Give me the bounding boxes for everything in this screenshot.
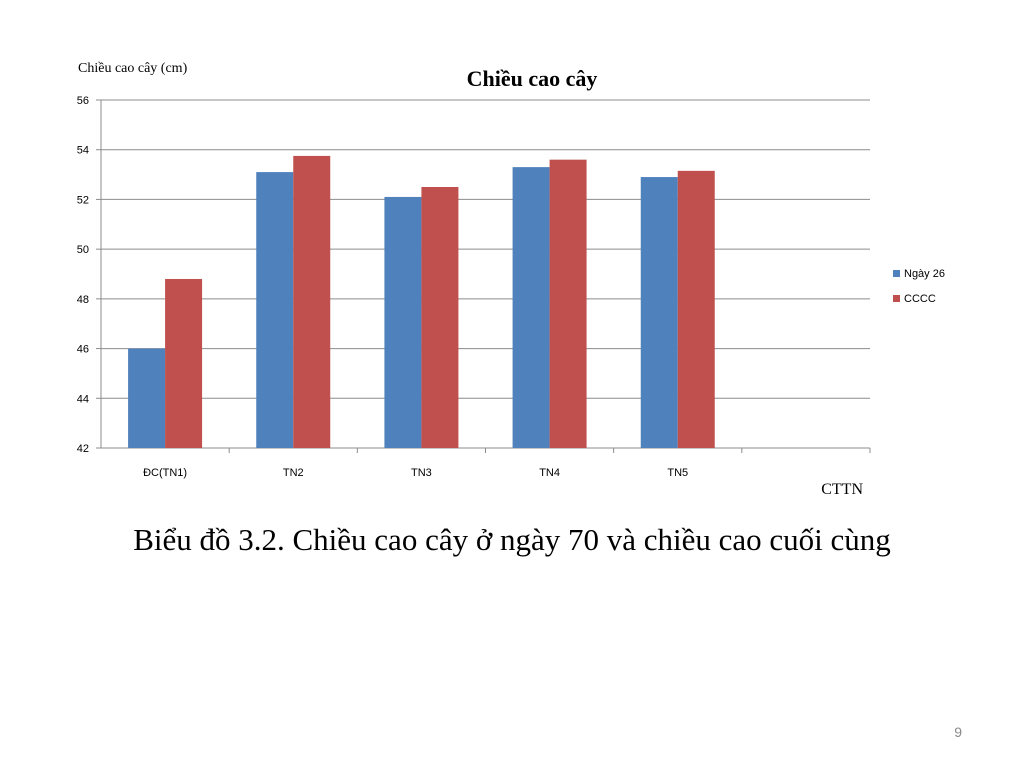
bar-series-1 bbox=[384, 196, 422, 448]
x-axis-title: CTTN bbox=[821, 481, 863, 498]
chart-title: Chiều cao cây bbox=[467, 66, 598, 91]
bar-series-2 bbox=[165, 278, 203, 448]
bar-series-2 bbox=[421, 187, 459, 448]
bar-series-2 bbox=[549, 159, 587, 448]
gridlines bbox=[101, 99, 870, 399]
legend: Ngày 26 CCCC bbox=[893, 268, 945, 305]
x-tick-label: TN3 bbox=[411, 467, 432, 479]
x-tick-label: TN4 bbox=[539, 467, 560, 479]
y-axis-title: Chiều cao cây (cm) bbox=[78, 61, 188, 76]
y-tick-label: 44 bbox=[77, 393, 89, 405]
x-tick-label: TN5 bbox=[667, 467, 688, 479]
bars bbox=[128, 155, 715, 449]
bar-series-1 bbox=[128, 348, 166, 448]
y-tick-label: 54 bbox=[77, 145, 89, 157]
legend-swatch bbox=[893, 270, 900, 277]
y-tick-label: 46 bbox=[77, 344, 89, 356]
legend-label: Ngày 26 bbox=[904, 268, 945, 280]
figure-caption: Biểu đồ 3.2. Chiều cao cây ở ngày 70 và … bbox=[133, 522, 891, 557]
bar-series-2 bbox=[293, 155, 331, 448]
page-number: 9 bbox=[954, 724, 962, 740]
y-tick-label: 56 bbox=[77, 95, 89, 107]
bar-series-2 bbox=[677, 170, 715, 449]
x-tick-label: ĐC(TN1) bbox=[143, 467, 187, 479]
legend-swatch bbox=[893, 295, 900, 302]
y-tick-label: 52 bbox=[77, 194, 89, 206]
tick-labels: 42 44 46 48 50 52 54 56 ĐC(TN1) TN2 TN3 TN4 TN5 bbox=[77, 95, 688, 479]
axes bbox=[96, 99, 871, 453]
y-tick-label: 42 bbox=[77, 443, 89, 455]
bar-series-1 bbox=[640, 177, 678, 449]
x-tick-label: TN2 bbox=[283, 467, 304, 479]
bar-series-1 bbox=[512, 167, 550, 448]
y-tick-label: 48 bbox=[77, 294, 89, 306]
legend-label: CCCC bbox=[904, 293, 936, 305]
bar-series-1 bbox=[256, 172, 294, 449]
y-tick-label: 50 bbox=[77, 244, 89, 256]
